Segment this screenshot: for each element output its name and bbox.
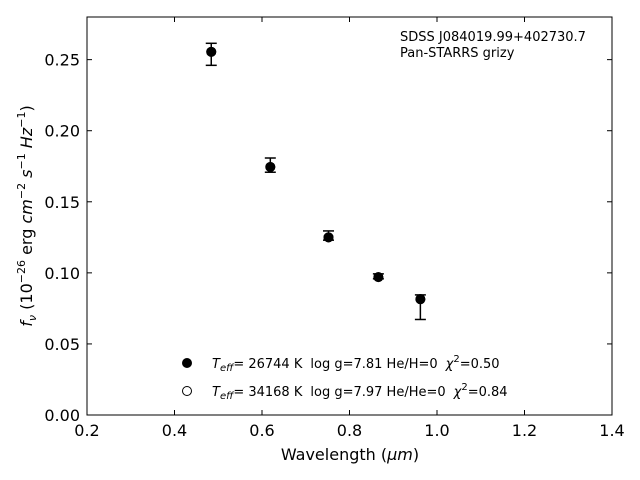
x-axis-label-unit: μm: [386, 445, 413, 464]
x-tick-label: 0.8: [337, 421, 362, 440]
data-point-open: [206, 46, 217, 57]
y-tick-label: 0.05: [44, 335, 80, 354]
y-tick-label: 0.15: [44, 193, 80, 212]
object-name-annotation: SDSS J084019.99+402730.7: [400, 30, 586, 45]
y-tick-label: 0.25: [44, 51, 80, 70]
x-tick-label: 1.0: [424, 421, 449, 440]
data-point-open: [415, 294, 426, 305]
x-axis-label-close: ): [413, 445, 419, 464]
y-tick-label: 0.10: [44, 264, 80, 283]
y-tick-label: 0.00: [44, 406, 80, 425]
plot-area: 0.2 0.4 0.6 0.8 1.0 1.2 1.4 0.00 0.05 0.10 0.15 0.2…: [44, 16, 625, 440]
y-axis-label: fν (10−26 erg cm−2 s−1 Hz−1): [15, 105, 39, 326]
legend-marker-open: [182, 386, 192, 396]
data-point-open: [323, 232, 334, 243]
x-tick-label: 1.2: [512, 421, 537, 440]
svg-text:fν (10−26 erg cm−2 s−1 Hz−1): fν (10−26 erg cm−2 s−1 Hz−1): [15, 105, 39, 326]
y-tick-label: 0.20: [44, 122, 80, 141]
x-axis-label-main: Wavelength (: [281, 445, 387, 464]
data-point-open: [373, 272, 384, 283]
x-tick-label: 0.4: [162, 421, 187, 440]
x-tick-label: 0.2: [74, 421, 99, 440]
photometry-annotation: Pan-STARRS grizy: [400, 46, 515, 61]
legend-marker-filled: [182, 358, 192, 368]
plot-frame: [86, 16, 613, 416]
x-tick-label: 1.4: [599, 421, 624, 440]
x-tick-label: 0.6: [249, 421, 274, 440]
x-axis-label: Wavelength (μm): [281, 445, 419, 464]
data-point-open: [265, 161, 276, 172]
